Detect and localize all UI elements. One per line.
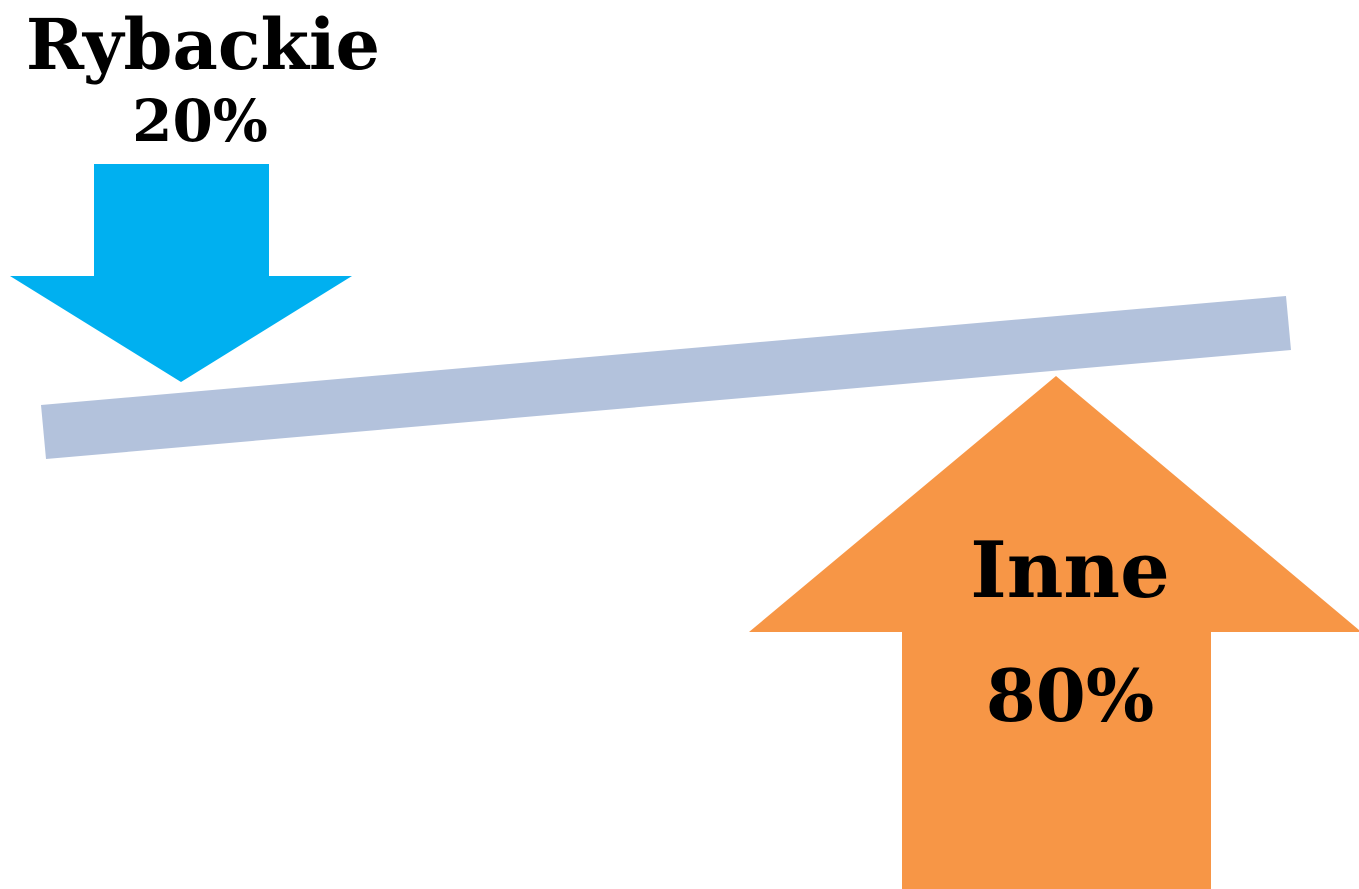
tilted-beam <box>41 296 1291 459</box>
right-arrow-name: Inne <box>970 525 1170 616</box>
down-arrow <box>10 164 352 382</box>
right-arrow-value: 80% <box>985 653 1155 738</box>
up-arrow <box>749 376 1359 889</box>
left-arrow-value: 20% <box>132 87 268 155</box>
left-arrow-name: Rybackie <box>25 3 381 86</box>
